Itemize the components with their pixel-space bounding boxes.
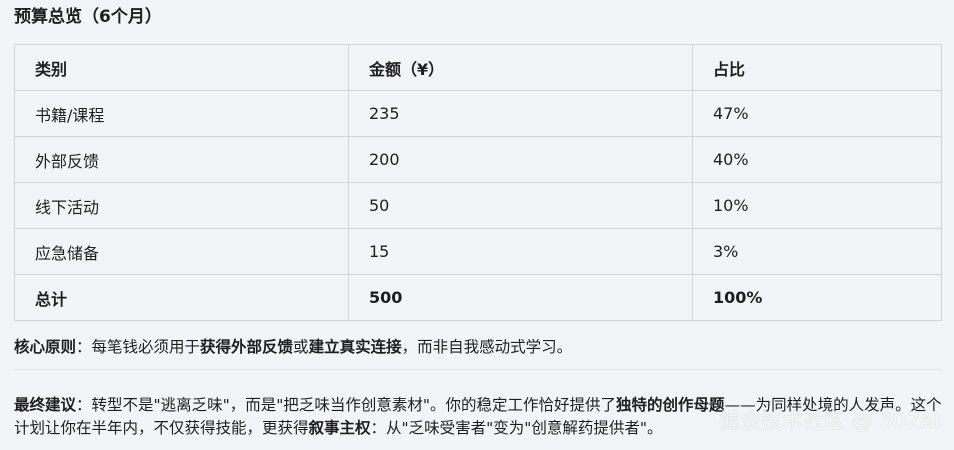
total-share: 100% bbox=[692, 274, 942, 321]
text: ——为同样处境的人发声。这个计划让你在半年内，不仅获得技能，更获得 bbox=[14, 396, 942, 437]
text: ：从"乏味受害者"变为"创意解药提供者"。 bbox=[370, 419, 663, 437]
cell-amount: 235 bbox=[348, 90, 693, 137]
table-row: 外部反馈 200 40% bbox=[14, 136, 942, 183]
table-row: 应急储备 15 3% bbox=[14, 228, 942, 275]
divider bbox=[14, 369, 942, 370]
cell-amount: 200 bbox=[348, 136, 693, 183]
core-principle: 核心原则：每笔钱必须用于获得外部反馈或建立真实连接，而非自我感动式学习。 bbox=[14, 336, 944, 359]
header-share: 占比 bbox=[692, 44, 942, 91]
cell-share: 10% bbox=[692, 182, 942, 229]
text: ：每笔钱必须用于 bbox=[76, 338, 201, 356]
header-category: 类别 bbox=[14, 44, 349, 91]
emphasis: 建立真实连接 bbox=[308, 338, 402, 356]
cell-category: 书籍/课程 bbox=[14, 90, 349, 137]
cell-category: 应急储备 bbox=[14, 228, 349, 275]
cell-category: 外部反馈 bbox=[14, 136, 349, 183]
total-amount: 500 bbox=[348, 274, 693, 321]
cell-share: 47% bbox=[692, 90, 942, 137]
text: ，而非自我感动式学习。 bbox=[401, 338, 573, 356]
emphasis: 叙事主权 bbox=[308, 419, 371, 437]
principle-label: 核心原则 bbox=[14, 338, 77, 356]
cell-amount: 15 bbox=[348, 228, 693, 275]
watermark: 掘金技术社区 @ 302AI bbox=[719, 409, 940, 433]
page-title: 预算总览（6个月） bbox=[14, 7, 162, 27]
table-row: 线下活动 50 10% bbox=[14, 182, 942, 229]
table-header-row: 类别 金额（¥） 占比 bbox=[14, 44, 942, 91]
cell-share: 40% bbox=[692, 136, 942, 183]
cell-amount: 50 bbox=[348, 182, 693, 229]
header-amount: 金额（¥） bbox=[348, 44, 693, 91]
total-label: 总计 bbox=[14, 274, 349, 321]
cell-share: 3% bbox=[692, 228, 942, 275]
emphasis: 获得外部反馈 bbox=[200, 338, 294, 356]
cell-category: 线下活动 bbox=[14, 182, 349, 229]
text: 或 bbox=[293, 338, 309, 356]
advice-label: 最终建议 bbox=[14, 396, 77, 414]
budget-table: 类别 金额（¥） 占比 书籍/课程 235 47% 外部反馈 200 40% 线下活动 5… bbox=[14, 44, 942, 321]
text: ：转型不是"逃离乏味"，而是"把乏味当作创意素材"。你的稳定工作恰好提供了 bbox=[76, 396, 617, 414]
emphasis: 独特的创作母题 bbox=[616, 396, 725, 414]
table-row: 书籍/课程 235 47% bbox=[14, 90, 942, 137]
table-total-row: 总计 500 100% bbox=[14, 274, 942, 321]
final-advice: 最终建议：转型不是"逃离乏味"，而是"把乏味当作创意素材"。你的稳定工作恰好提供… bbox=[14, 394, 944, 440]
